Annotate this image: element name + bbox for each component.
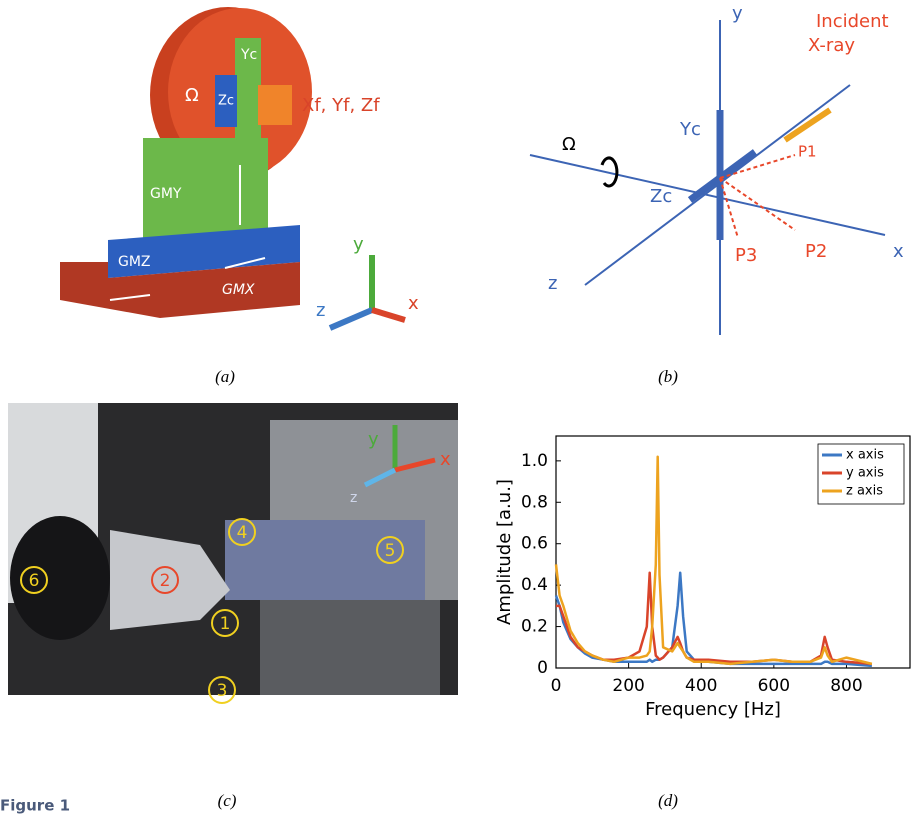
label: Zc <box>650 186 672 207</box>
photo-base <box>260 600 440 695</box>
panel-a: Ω Yc Zc Xf, Yf, Zf GMY GMZ GMX y z x (a) <box>60 7 419 386</box>
marker-label: 6 <box>29 571 40 591</box>
label: GMY <box>150 186 182 202</box>
y-tick-label: 0 <box>537 658 548 678</box>
label: Xf, Yf, Zf <box>302 95 380 116</box>
series-line <box>556 573 872 666</box>
axis-line <box>530 155 885 235</box>
axis-label: y <box>353 234 364 255</box>
xf-stage <box>258 85 292 125</box>
label: Ω <box>185 85 199 106</box>
caption: (d) <box>658 791 678 810</box>
panel-b <box>530 20 885 335</box>
caption: (a) <box>215 367 235 386</box>
axis-arrow <box>372 310 405 320</box>
y-tick-label: 0.6 <box>521 534 548 554</box>
x-tick-label: 0 <box>551 676 562 696</box>
label: Yc <box>679 119 701 140</box>
axis-label: y <box>732 3 743 24</box>
x-axis-label: Frequency [Hz] <box>645 699 781 720</box>
label: Incident <box>816 11 889 32</box>
x-tick-label: 200 <box>612 676 644 696</box>
axis-label: y <box>368 429 379 450</box>
axis-label: z <box>316 300 325 321</box>
y-tick-label: 0.2 <box>521 617 548 637</box>
figure-label: Figure 1 <box>0 797 70 815</box>
dashed-arrow <box>720 178 795 230</box>
y-axis-label: Amplitude [a.u.] <box>494 479 515 625</box>
marker-label: 5 <box>385 541 396 561</box>
label: GMZ <box>118 254 151 270</box>
axis-label: x <box>893 241 904 262</box>
y-tick-label: 0.4 <box>521 575 548 595</box>
axis-label: x <box>408 293 419 314</box>
legend-label: z axis <box>846 484 883 499</box>
y-tick-label: 0.8 <box>521 492 548 512</box>
photo-motor <box>10 516 110 640</box>
axis-arrow <box>330 310 372 328</box>
caption: (c) <box>218 791 237 810</box>
label: X-ray <box>808 35 855 56</box>
label: Zc <box>218 94 234 109</box>
marker-label: 2 <box>160 571 171 591</box>
x-tick-label: 400 <box>685 676 717 696</box>
legend-label: x axis <box>846 448 884 463</box>
xray-arrow <box>785 110 830 140</box>
legend-label: y axis <box>846 466 884 481</box>
marker-label: 4 <box>237 523 248 543</box>
figure: Ω Yc Zc Xf, Yf, Zf GMY GMZ GMX y z x (a)… <box>0 0 915 816</box>
marker-label: 3 <box>217 681 228 701</box>
axis-label: z <box>548 273 557 294</box>
x-tick-label: 800 <box>830 676 862 696</box>
label: P2 <box>805 241 827 262</box>
label: Ω <box>562 134 576 155</box>
label: GMX <box>222 282 255 298</box>
x-tick-label: 600 <box>758 676 790 696</box>
y-tick-label: 1.0 <box>521 451 548 471</box>
label: P3 <box>735 245 757 266</box>
label: P1 <box>798 143 817 161</box>
axis-label: z <box>350 490 357 506</box>
marker-label: 1 <box>220 614 231 634</box>
caption: (b) <box>658 367 678 386</box>
label: Yc <box>240 47 257 63</box>
axis-label: x <box>440 449 451 470</box>
